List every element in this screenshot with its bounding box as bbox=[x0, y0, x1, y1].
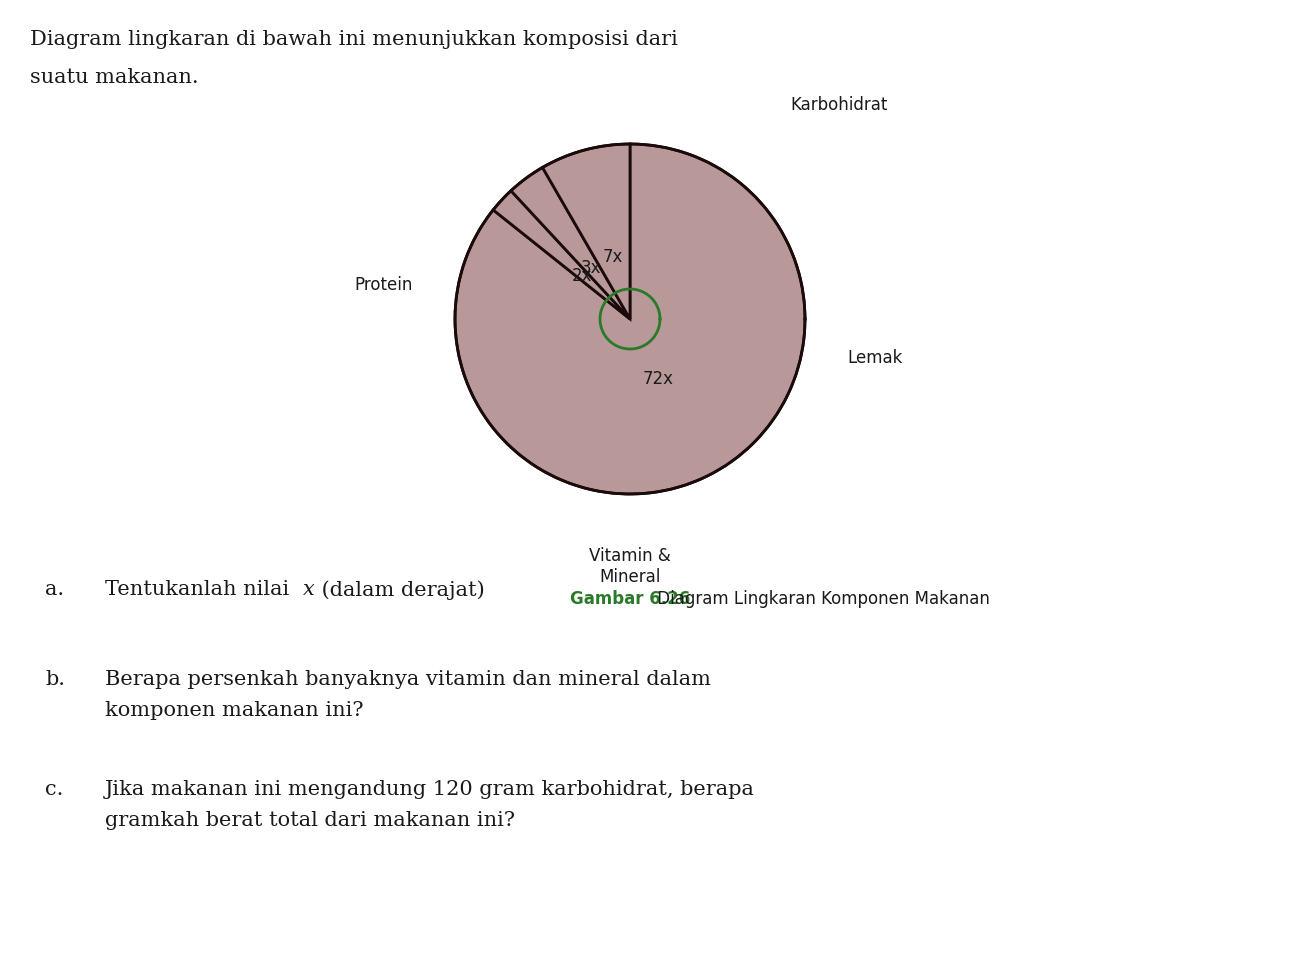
Text: (dalam derajat): (dalam derajat) bbox=[315, 579, 485, 599]
Text: Vitamin &
Mineral: Vitamin & Mineral bbox=[589, 547, 671, 585]
Text: Protein: Protein bbox=[355, 276, 413, 294]
Text: a.: a. bbox=[44, 579, 64, 599]
Wedge shape bbox=[454, 145, 804, 495]
Text: b.: b. bbox=[44, 669, 65, 688]
Text: 72x: 72x bbox=[643, 369, 674, 387]
Text: x: x bbox=[303, 579, 315, 599]
Text: 2x: 2x bbox=[572, 266, 593, 284]
Text: Diagram Lingkaran Komponen Makanan: Diagram Lingkaran Komponen Makanan bbox=[652, 589, 990, 607]
Text: Karbohidrat: Karbohidrat bbox=[790, 96, 887, 114]
Text: suatu makanan.: suatu makanan. bbox=[30, 68, 199, 86]
Text: Berapa persenkah banyaknya vitamin dan mineral dalam
komponen makanan ini?: Berapa persenkah banyaknya vitamin dan m… bbox=[104, 669, 710, 719]
Text: 3x: 3x bbox=[581, 259, 602, 277]
Text: c.: c. bbox=[44, 779, 64, 799]
Text: 7x: 7x bbox=[603, 248, 623, 266]
Text: Lemak: Lemak bbox=[848, 349, 902, 366]
Wedge shape bbox=[511, 168, 629, 320]
Text: Gambar 6.26: Gambar 6.26 bbox=[569, 589, 691, 607]
Wedge shape bbox=[494, 191, 629, 320]
Text: Diagram lingkaran di bawah ini menunjukkan komposisi dari: Diagram lingkaran di bawah ini menunjukk… bbox=[30, 30, 678, 49]
Text: Jika makanan ini mengandung 120 gram karbohidrat, berapa
gramkah berat total dar: Jika makanan ini mengandung 120 gram kar… bbox=[104, 779, 755, 829]
Text: Tentukanlah nilai: Tentukanlah nilai bbox=[104, 579, 296, 599]
Wedge shape bbox=[542, 145, 629, 320]
